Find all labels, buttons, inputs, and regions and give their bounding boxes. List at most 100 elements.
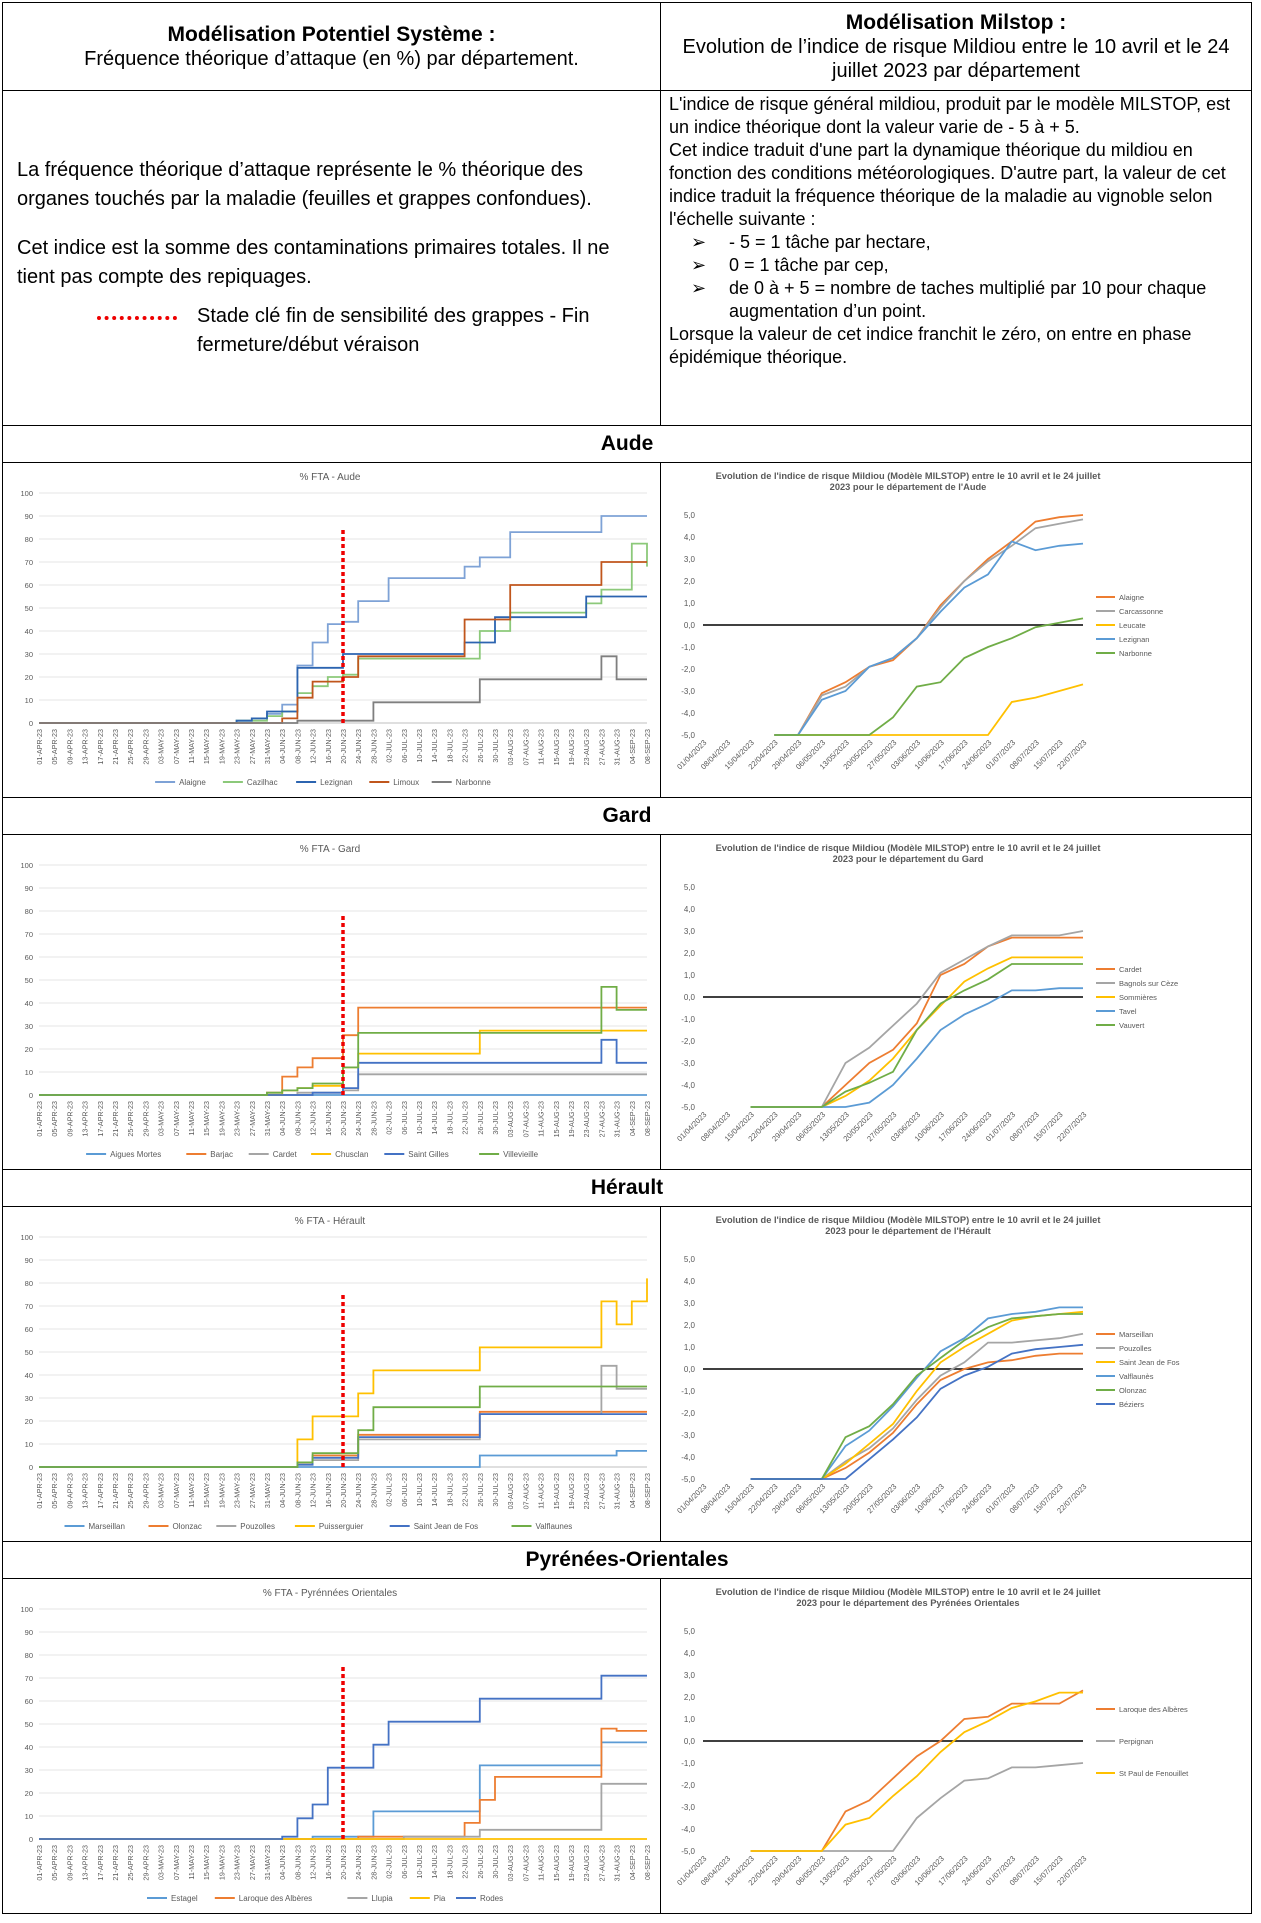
y-tick-label: 30 [25, 1766, 33, 1775]
x-tick-label: 23-AUG-23 [582, 1845, 591, 1881]
x-tick-label: 15-MAY-23 [202, 729, 211, 764]
header-left-subtitle: Fréquence théorique d’attaque (en %) par… [84, 47, 579, 70]
stade-dotted-line-icon [97, 316, 177, 320]
x-tick-label: 18-JUL-23 [445, 1473, 454, 1507]
y-tick-label: 70 [25, 558, 33, 567]
y-tick-label: -1,0 [681, 643, 695, 652]
y-tick-label: 50 [25, 604, 33, 613]
x-tick-label: 13-APR-23 [81, 1473, 90, 1509]
x-tick-label: 02-JUL-23 [385, 1101, 394, 1135]
x-tick-label: 08-JUN-23 [293, 1101, 302, 1136]
y-tick-label: -5,0 [681, 1847, 695, 1856]
x-tick-label: 27-MAY-23 [248, 1473, 257, 1508]
legend-label: Valflaunes [536, 1522, 573, 1531]
series-line [750, 1691, 1083, 1852]
milstop-chart-herault: Evolution de l'indice de risque Mildiou … [675, 1215, 1180, 1515]
x-tick-label: 19-AUG-23 [567, 1845, 576, 1881]
legend-label: St Paul de Fenouillet [1119, 1769, 1189, 1778]
series-line [774, 683, 1084, 736]
fta-paragraph-1: La fréquence théorique d’attaque représe… [17, 159, 592, 210]
y-tick-label: 90 [25, 1256, 33, 1265]
y-tick-label: 40 [25, 1743, 33, 1752]
x-tick-label: 08-SEP-23 [643, 729, 652, 764]
fta-chart-gard: % FTA - Gard 0 10 20 30 40 50 60 70 80 90 100 01-APR… [20, 844, 652, 1159]
x-tick-label: 17-APR-23 [96, 729, 105, 765]
y-tick-label: 1,0 [684, 599, 696, 608]
fta-chart-cell-gard: % FTA - Gard 0 10 20 30 40 50 60 70 80 90 100 01-APR… [2, 834, 661, 1170]
y-tick-label: -3,0 [681, 1059, 695, 1068]
y-tick-label: -3,0 [681, 1803, 695, 1812]
y-tick-label: 40 [25, 999, 33, 1008]
x-tick-label: 19-MAY-23 [217, 1473, 226, 1508]
x-tick-label: 09-APR-23 [65, 1845, 74, 1881]
x-tick-label: 21-APR-23 [111, 729, 120, 765]
y-tick-label: 30 [25, 1394, 33, 1403]
y-tick-label: 0 [29, 719, 33, 728]
series-line [750, 956, 1083, 1108]
x-tick-label: 04-SEP-23 [628, 1101, 637, 1136]
x-tick-label: 24-JUN-23 [354, 1473, 363, 1508]
x-tick-label: 02-JUL-23 [385, 1473, 394, 1507]
x-tick-label: 03-MAY-23 [157, 1101, 166, 1136]
legend-label: Narbonne [1119, 649, 1152, 658]
x-tick-label: 31-AUG-23 [613, 1845, 622, 1881]
x-tick-label: 24-JUN-23 [354, 1845, 363, 1880]
x-tick-label: 09-APR-23 [65, 1473, 74, 1509]
x-tick-label: 15-AUG-23 [552, 1473, 561, 1509]
x-tick-label: 30-JUL-23 [491, 1845, 500, 1879]
y-tick-label: 0,0 [684, 1737, 696, 1746]
x-tick-label: 15-MAY-23 [202, 1473, 211, 1508]
x-tick-label: 21-APR-23 [111, 1845, 120, 1881]
x-tick-label: 01-APR-23 [35, 1845, 44, 1881]
y-tick-label: 90 [25, 1628, 33, 1637]
x-tick-label: 07-AUG-23 [521, 729, 530, 765]
x-tick-label: 25-APR-23 [126, 1473, 135, 1509]
fta-description: La fréquence théorique d’attaque représe… [2, 90, 661, 426]
x-tick-label: 13-APR-23 [81, 1101, 90, 1137]
scale-item: - 5 = 1 tâche par hectare, [691, 231, 1243, 254]
legend-label: Pouzolles [1119, 1344, 1152, 1353]
y-tick-label: 2,0 [684, 1321, 696, 1330]
legend-label: Valflaunès [1119, 1372, 1154, 1381]
x-tick-label: 28-JUN-23 [369, 1101, 378, 1136]
x-tick-label: 08-SEP-23 [643, 1101, 652, 1136]
x-tick-label: 12-JUN-23 [309, 1473, 318, 1508]
x-tick-label: 07-MAY-23 [172, 1473, 181, 1508]
x-tick-label: 23-AUG-23 [582, 1473, 591, 1509]
y-tick-label: 60 [25, 953, 33, 962]
x-tick-label: 03-AUG-23 [506, 1473, 515, 1509]
x-tick-label: 08-JUN-23 [293, 1845, 302, 1880]
legend-label: Béziers [1119, 1400, 1144, 1409]
series-line [750, 1306, 1083, 1480]
chart-title: % FTA - Gard [300, 844, 360, 855]
x-tick-label: 21-APR-23 [111, 1473, 120, 1509]
x-tick-label: 25-APR-23 [126, 729, 135, 765]
x-tick-label: 19-AUG-23 [567, 1473, 576, 1509]
y-tick-label: 60 [25, 1697, 33, 1706]
y-tick-label: 3,0 [684, 555, 696, 564]
x-tick-label: 20-JUN-23 [339, 729, 348, 764]
y-tick-label: -4,0 [681, 1453, 695, 1462]
x-tick-label: 03-AUG-23 [506, 1845, 515, 1881]
legend-label: Alaigne [179, 778, 206, 787]
y-tick-label: 90 [25, 512, 33, 521]
legend-label: Limoux [393, 778, 419, 787]
x-tick-label: 04-JUN-23 [278, 1101, 287, 1136]
legend-label: Vauvert [1119, 1021, 1145, 1030]
chart-title: % FTA - Hérault [295, 1216, 366, 1227]
x-tick-label: 27-AUG-23 [597, 1473, 606, 1509]
y-tick-label: 0,0 [684, 1365, 696, 1374]
legend-label: Rodes [480, 1894, 503, 1903]
x-tick-label: 27-AUG-23 [597, 729, 606, 765]
x-tick-label: 28-JUN-23 [369, 1845, 378, 1880]
x-tick-label: 15-AUG-23 [552, 1845, 561, 1881]
y-tick-label: 0 [29, 1835, 33, 1844]
x-tick-label: 27-AUG-23 [597, 1101, 606, 1137]
y-tick-label: 3,0 [684, 1671, 696, 1680]
y-tick-label: -1,0 [681, 1759, 695, 1768]
x-tick-label: 31-MAY-23 [263, 1101, 272, 1136]
x-tick-label: 11-AUG-23 [537, 1101, 546, 1137]
x-tick-label: 31-AUG-23 [613, 729, 622, 765]
legend-label: Tavel [1119, 1007, 1137, 1016]
